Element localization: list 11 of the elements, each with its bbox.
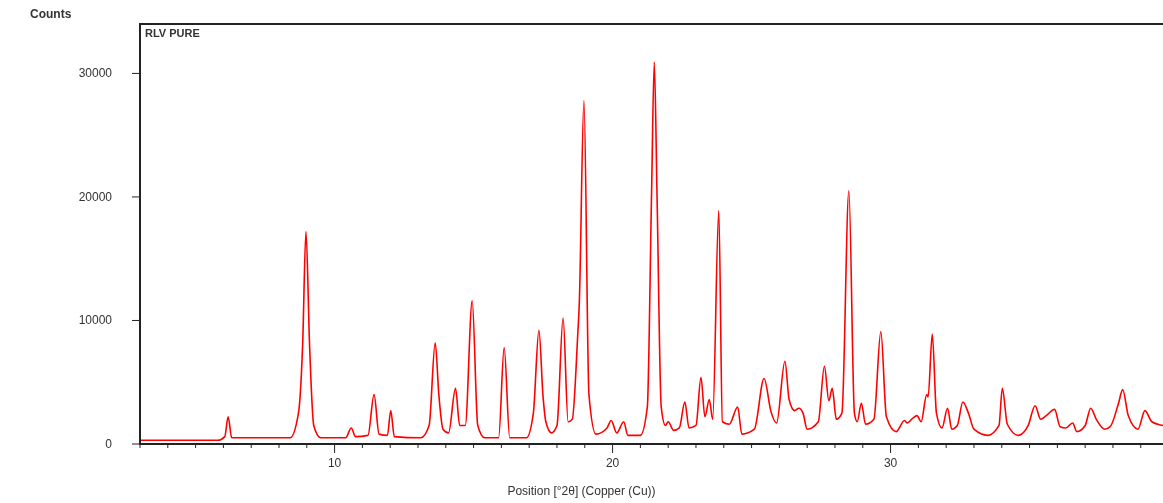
line-series xyxy=(140,61,1163,442)
x-tick-label: 20 xyxy=(605,456,620,470)
x-axis-title: Position [°2θ] (Copper (Cu)) xyxy=(507,484,656,498)
y-axis-title: Counts xyxy=(30,7,72,21)
y-tick-label: 30000 xyxy=(78,66,113,81)
x-tick-label: 10 xyxy=(327,456,342,470)
annotation: RLV PURE xyxy=(145,27,200,39)
x-tick-label: 30 xyxy=(883,456,898,470)
y-tick-label: 10000 xyxy=(78,313,113,328)
y-tick-label: 20000 xyxy=(78,189,113,204)
y-tick-label: 0 xyxy=(105,437,113,451)
